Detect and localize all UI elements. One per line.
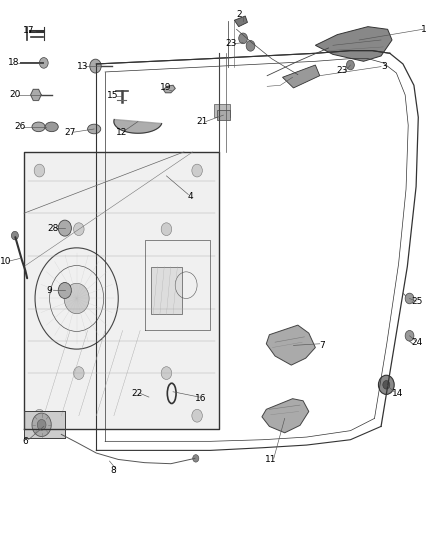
- Bar: [214, 104, 230, 117]
- Text: 4: 4: [188, 192, 193, 200]
- Polygon shape: [114, 119, 162, 133]
- Circle shape: [90, 59, 101, 73]
- Text: 11: 11: [265, 455, 276, 464]
- Circle shape: [405, 330, 414, 341]
- Text: 1: 1: [421, 25, 427, 34]
- Circle shape: [161, 367, 172, 379]
- Circle shape: [37, 419, 46, 430]
- Circle shape: [192, 164, 202, 177]
- Circle shape: [58, 220, 71, 236]
- Polygon shape: [262, 399, 309, 433]
- Polygon shape: [31, 90, 41, 100]
- Text: 23: 23: [226, 39, 237, 48]
- Text: 23: 23: [337, 66, 348, 75]
- Text: 12: 12: [116, 128, 127, 136]
- Circle shape: [58, 282, 71, 298]
- Text: 2: 2: [236, 11, 241, 19]
- Circle shape: [192, 409, 202, 422]
- Text: 28: 28: [47, 224, 58, 232]
- Text: 17: 17: [23, 27, 34, 35]
- Circle shape: [34, 164, 45, 177]
- Text: 19: 19: [160, 84, 171, 92]
- Text: 25: 25: [411, 297, 423, 305]
- Circle shape: [39, 58, 48, 68]
- Polygon shape: [234, 16, 247, 27]
- Circle shape: [383, 381, 390, 389]
- Text: 7: 7: [319, 341, 325, 350]
- Circle shape: [74, 223, 84, 236]
- Text: 24: 24: [411, 338, 423, 346]
- Circle shape: [161, 223, 172, 236]
- Polygon shape: [266, 325, 315, 365]
- Circle shape: [378, 375, 394, 394]
- Polygon shape: [24, 152, 219, 429]
- Text: 27: 27: [64, 128, 76, 136]
- Text: 6: 6: [22, 437, 28, 446]
- Ellipse shape: [32, 122, 45, 132]
- Circle shape: [11, 231, 18, 240]
- Circle shape: [239, 33, 247, 44]
- Text: 16: 16: [195, 394, 206, 403]
- Text: 9: 9: [46, 286, 52, 295]
- Text: 10: 10: [0, 257, 11, 265]
- Polygon shape: [315, 27, 392, 61]
- Text: 15: 15: [107, 92, 119, 100]
- Text: 20: 20: [10, 91, 21, 99]
- Text: 14: 14: [392, 389, 403, 398]
- Bar: [151, 266, 182, 314]
- Circle shape: [74, 367, 84, 379]
- Polygon shape: [163, 85, 175, 93]
- Text: 3: 3: [381, 62, 388, 71]
- Polygon shape: [24, 411, 65, 438]
- Text: 18: 18: [8, 59, 20, 67]
- Circle shape: [32, 413, 51, 437]
- Circle shape: [34, 409, 45, 422]
- Bar: [217, 110, 230, 120]
- Text: 13: 13: [77, 62, 88, 71]
- Ellipse shape: [88, 124, 101, 134]
- Circle shape: [193, 455, 199, 462]
- Circle shape: [64, 284, 89, 313]
- Text: 26: 26: [14, 123, 25, 131]
- Ellipse shape: [45, 122, 58, 132]
- Circle shape: [346, 60, 354, 70]
- Polygon shape: [283, 65, 320, 88]
- Circle shape: [405, 293, 414, 304]
- Circle shape: [246, 41, 255, 51]
- Text: 22: 22: [131, 389, 142, 398]
- Text: 8: 8: [110, 466, 116, 474]
- Text: 21: 21: [197, 117, 208, 126]
